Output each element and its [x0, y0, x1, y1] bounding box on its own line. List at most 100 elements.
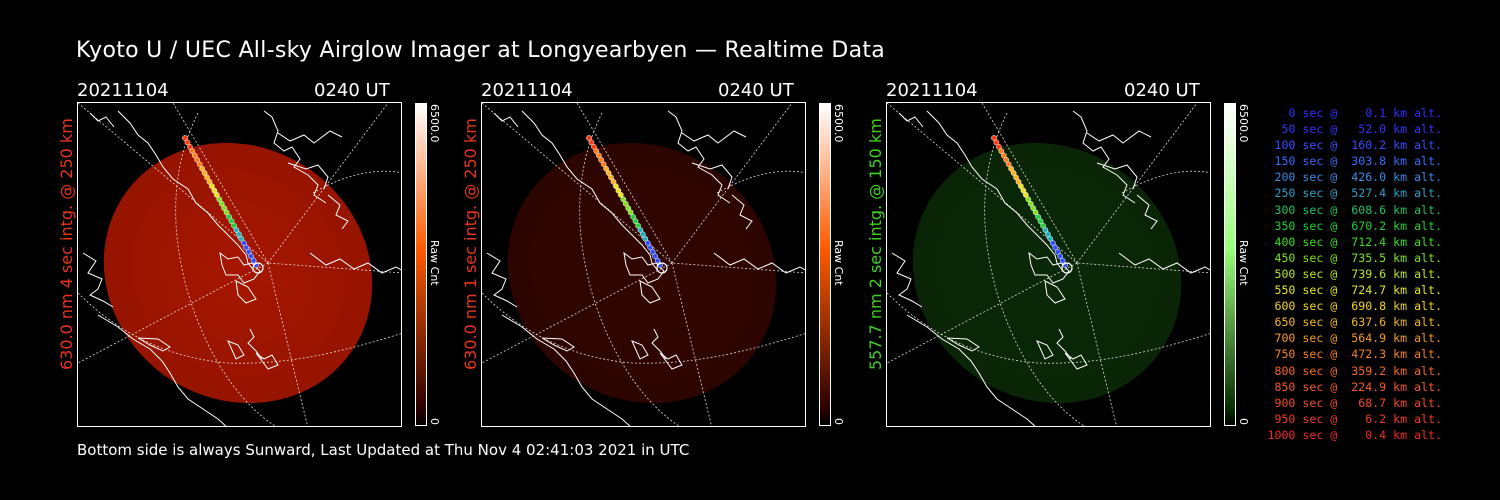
coastline: [1096, 162, 1138, 190]
trajectory-point: [248, 253, 254, 260]
panel-2-colorbar-min: 0: [832, 418, 845, 425]
coastline: [82, 252, 114, 308]
legend-entry: 450 sec @ 735.5 km alt.: [1267, 250, 1442, 265]
trajectory-point: [223, 209, 230, 216]
coastline: [631, 340, 649, 360]
observatory-marker: [1061, 262, 1073, 274]
page-title: Kyoto U / UEC All-sky Airglow Imager at …: [76, 38, 886, 63]
trajectory-point: [632, 218, 639, 225]
panel-2-time: 0240 UT: [718, 80, 794, 101]
trajectory-point: [1000, 152, 1007, 159]
allsky-map-graphic: [887, 103, 1210, 426]
legend-entry: 200 sec @ 426.0 km alt.: [1267, 170, 1442, 185]
grid-line: [172, 103, 269, 264]
trajectory-point: [1045, 231, 1051, 238]
trajectory-point: [620, 196, 627, 203]
legend-entry: 300 sec @ 608.6 km alt.: [1267, 202, 1442, 217]
panel-3-colorbar: [1224, 103, 1236, 426]
legend-entry: 700 sec @ 564.9 km alt.: [1267, 331, 1442, 346]
trajectory-point: [1030, 205, 1037, 211]
coastline: [691, 162, 733, 190]
trajectory-point: [1015, 178, 1022, 185]
allsky-map-graphic: [482, 103, 805, 426]
trajectory-point: [1008, 165, 1014, 172]
coastline: [713, 252, 805, 274]
trajectory-point: [1040, 222, 1046, 229]
trajectory-point: [654, 257, 661, 264]
panel-1-colorbar-unit: Raw Cnt: [428, 240, 441, 286]
trajectory-point: [608, 174, 614, 181]
legend-entry: 500 sec @ 739.6 km alt.: [1267, 266, 1442, 281]
panel-3-date: 20211104: [886, 80, 978, 101]
grid-line: [78, 103, 269, 264]
coastline: [287, 162, 329, 190]
trajectory-point: [1025, 196, 1032, 203]
trajectory-point: [603, 165, 609, 172]
coastline: [117, 110, 255, 272]
trajectory-point: [226, 213, 232, 220]
trajectory-point: [221, 205, 228, 211]
coastline: [486, 252, 518, 308]
trajectory-point: [1027, 200, 1034, 207]
trajectory-point: [617, 192, 624, 198]
panel-1-allsky-image: [77, 102, 402, 427]
footer-note: Bottom side is always Sunward, Last Upda…: [77, 441, 690, 459]
coastline: [659, 352, 683, 370]
grid-line: [1121, 170, 1210, 194]
trajectory-point: [991, 135, 997, 141]
coastline: [946, 337, 980, 352]
legend-entry: 800 sec @ 359.2 km alt.: [1267, 363, 1442, 378]
trajectory-point: [182, 135, 188, 141]
trajectory-point: [1020, 187, 1027, 194]
coastline: [493, 112, 519, 128]
panel-2-colorbar-unit: Raw Cnt: [832, 240, 845, 286]
legend-entry: 250 sec @ 527.4 km alt.: [1267, 186, 1442, 201]
grid-line: [78, 292, 401, 364]
coastline: [731, 194, 753, 230]
trajectory-point: [196, 161, 203, 168]
panel-3-allsky-image: [886, 102, 1211, 427]
trajectory-point: [236, 231, 242, 238]
trajectory-point: [1054, 249, 1061, 255]
trajectory-point: [1003, 157, 1010, 163]
coastline: [255, 352, 279, 370]
trajectory-point: [600, 161, 607, 168]
coastline: [235, 280, 257, 304]
panel-3-wavelength-label: 557.7 nm 2 sec intg. @ 150 km: [866, 118, 885, 370]
sky-glow-region: [103, 142, 373, 404]
panel-1-colorbar-max: 6500.0: [428, 104, 441, 143]
trajectory-point: [635, 222, 641, 229]
trajectory-point: [647, 244, 654, 251]
allsky-map-graphic: [78, 103, 401, 426]
coastline: [541, 337, 575, 352]
legend-entry: 950 sec @ 6.2 km alt.: [1267, 411, 1442, 426]
grid-line: [671, 103, 793, 264]
coastline: [1118, 252, 1210, 274]
grid-line: [482, 103, 673, 264]
grid-line: [671, 262, 712, 426]
trajectory-point: [201, 170, 208, 176]
grid-line: [267, 103, 389, 264]
trajectory-point: [593, 148, 600, 154]
trajectory-point: [191, 152, 198, 159]
coastline: [1136, 194, 1158, 230]
trajectory-point: [598, 157, 605, 163]
trajectory-point: [588, 139, 595, 146]
coastline: [309, 252, 401, 274]
panel-1-date: 20211104: [77, 80, 169, 101]
coastline: [1086, 130, 1152, 144]
sky-glow-region: [912, 142, 1182, 404]
trajectory-point: [1042, 227, 1049, 233]
sky-glow-region: [507, 142, 777, 404]
panel-2-colorbar-max: 6500.0: [832, 104, 845, 143]
trajectory-point: [622, 200, 629, 207]
coastline: [137, 337, 171, 352]
trajectory-point: [209, 183, 215, 190]
trajectory-point: [1037, 218, 1044, 225]
legend-entry: 850 sec @ 224.9 km alt.: [1267, 379, 1442, 394]
coastline: [247, 328, 263, 360]
trajectory-point: [642, 235, 649, 242]
panel-3-colorbar-unit: Raw Cnt: [1237, 240, 1250, 286]
trajectory-point: [1013, 174, 1019, 181]
trajectory-point: [233, 227, 240, 233]
